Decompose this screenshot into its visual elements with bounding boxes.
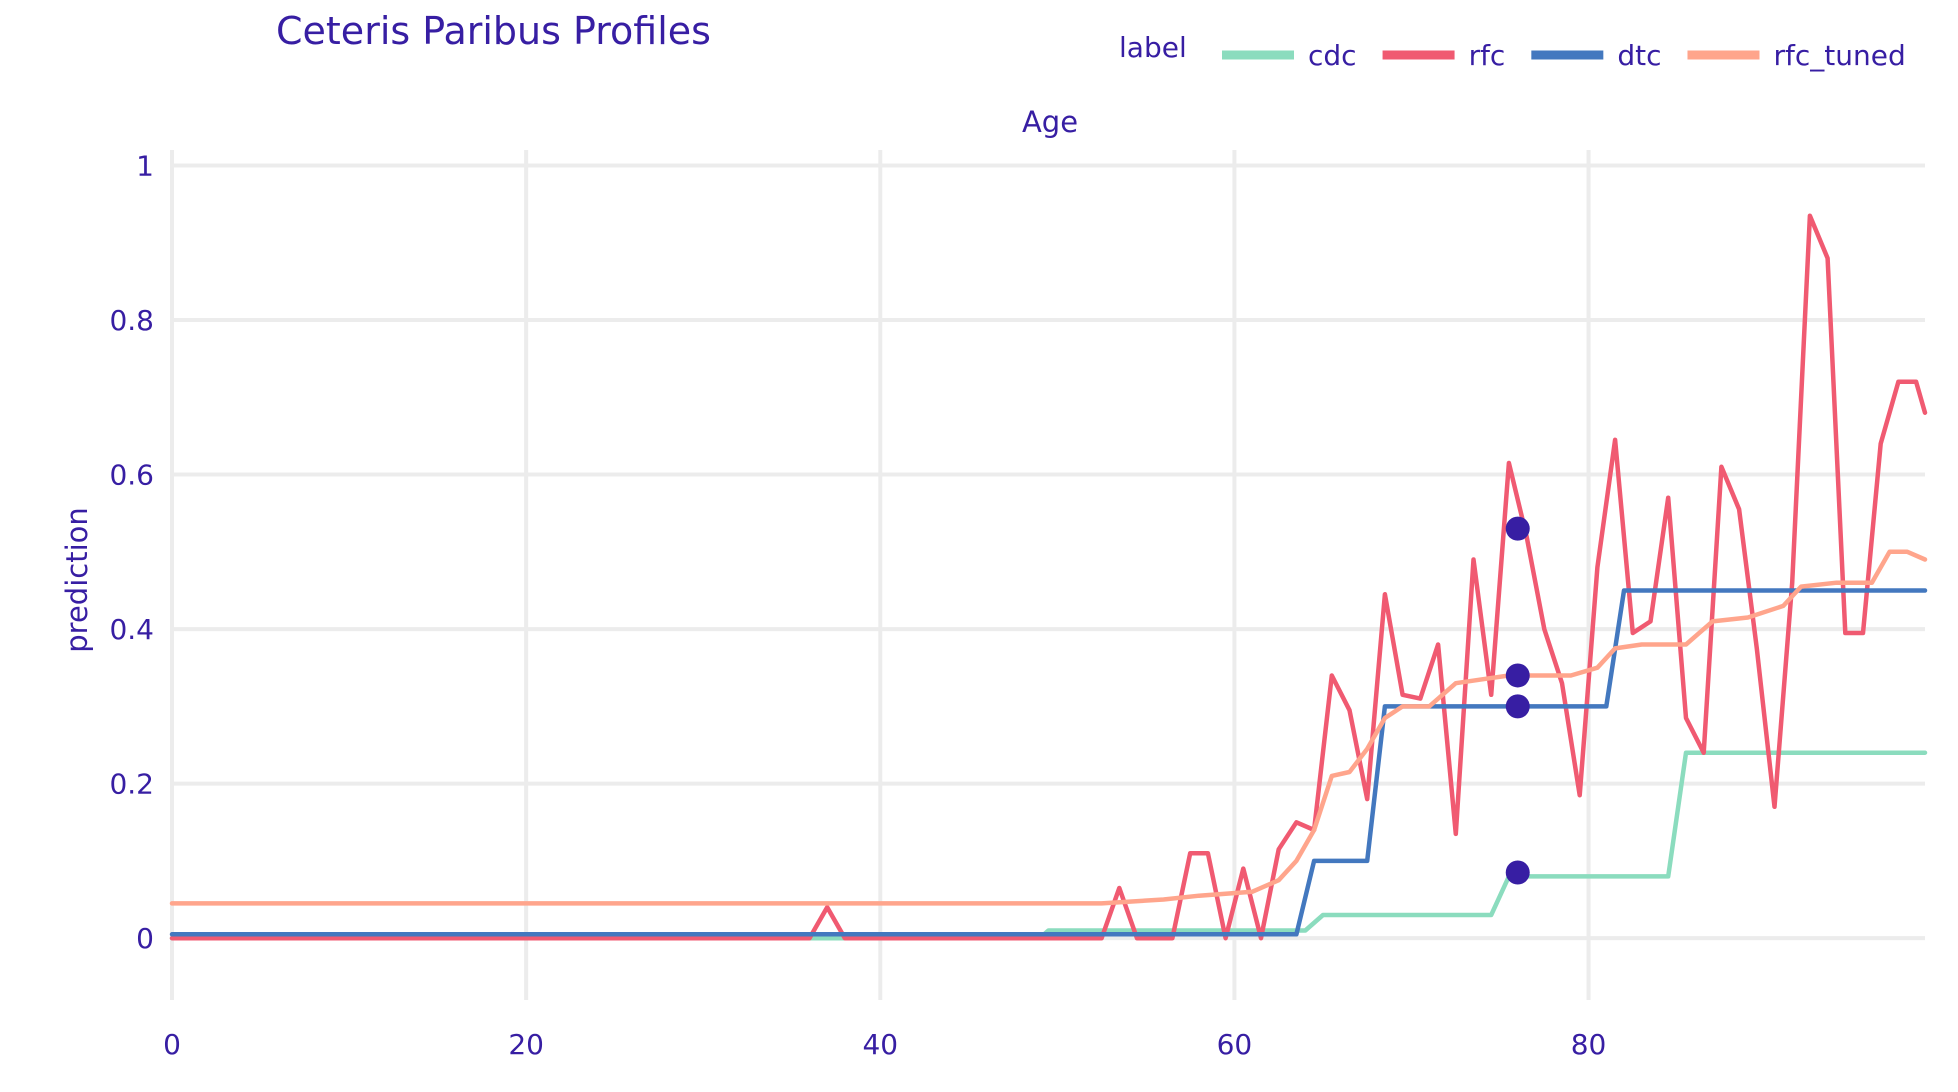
series-line-cdc [169,750,1928,941]
legend-item-rfc_tuned[interactable]: rfc_tuned [1687,39,1906,72]
y-tick-label: 0 [136,922,154,955]
x-tick-label: 60 [1217,1028,1253,1061]
series-line-rfc_tuned [169,549,1928,906]
observation-point-dtc[interactable] [1505,694,1530,719]
legend-item-cdc[interactable]: cdc [1222,39,1357,72]
observation-point-cdc[interactable] [1505,860,1530,885]
legend-label: rfc_tuned [1773,39,1905,72]
grid [170,150,1925,1000]
legend-label: dtc [1617,39,1661,72]
legend-item-rfc[interactable]: rfc [1382,39,1506,72]
x-tick-label: 40 [862,1028,898,1061]
observation-point-rfc_tuned[interactable] [1505,663,1530,688]
y-tick-label: 0.8 [109,304,154,337]
observation-point-rfc[interactable] [1505,516,1530,541]
y-tick-label: 0.6 [109,459,154,492]
legend-title: label [1119,31,1187,64]
x-tick-label: 20 [508,1028,544,1061]
y-tick-label: 0.2 [109,768,154,801]
series-line-rfc [169,213,1928,941]
y-axis-label: prediction [60,507,94,653]
y-tick-label: 1 [136,149,154,182]
series-line-dtc [169,588,1928,937]
observation-markers [1505,516,1530,885]
axis-ticks: 0 20 40 60 80 0 0.2 0.4 0.6 0.8 1 [109,149,1606,1061]
legend: label cdc rfc dtc rfc_tuned [1119,31,1906,72]
legend-label: rfc [1469,39,1506,72]
x-tick-label: 80 [1571,1028,1607,1061]
series-lines [169,213,1928,941]
x-tick-label: 0 [163,1028,181,1061]
chart-title: Ceteris Paribus Profiles [276,9,711,53]
legend-item-dtc[interactable]: dtc [1531,39,1661,72]
y-tick-label: 0.4 [109,613,154,646]
facet-title: Age [1022,105,1078,139]
legend-label: cdc [1308,39,1357,72]
